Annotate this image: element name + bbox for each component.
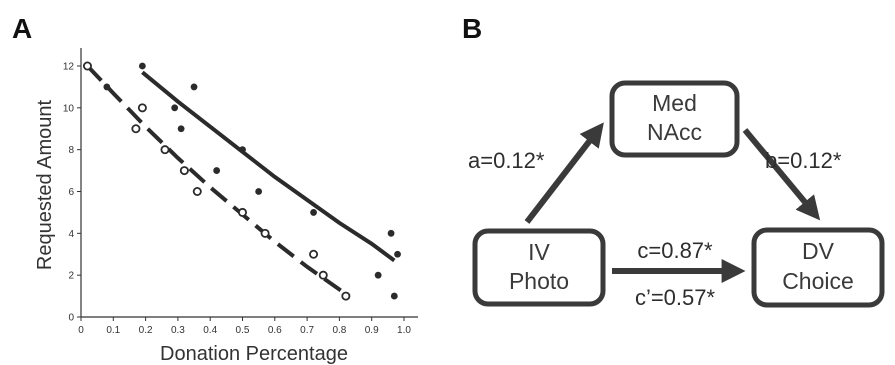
med-nacc-box xyxy=(609,80,740,158)
mediation-diagram: Med NAcc IV Photo DV Choice a=0.12* b=0.… xyxy=(468,80,885,310)
filled-point xyxy=(394,250,401,258)
photo-label: Photo xyxy=(509,268,569,294)
open-point xyxy=(309,249,319,259)
y-ticks: 0 2 4 6 8 10 12 xyxy=(63,62,81,324)
y-tick-label: 8 xyxy=(68,145,74,156)
x-axis-title: Donation Percentage xyxy=(160,343,348,365)
panel-b-label: B xyxy=(462,13,482,44)
open-point xyxy=(318,270,328,280)
x-ticks: 0 0.1 0.2 0.3 0.4 0.5 0.6 0.7 0.8 0.9 1.0 xyxy=(78,317,411,336)
x-tick-label: 0.2 xyxy=(139,325,153,336)
y-tick-label: 10 xyxy=(63,103,75,114)
y-axis-title: Requested Amount xyxy=(34,100,56,271)
filled-point xyxy=(171,104,179,112)
filled-point xyxy=(239,146,246,154)
dv-choice-box xyxy=(751,227,885,308)
x-tick-label: 0.9 xyxy=(365,325,379,336)
iv-photo-box xyxy=(472,228,606,307)
x-tick-label: 1.0 xyxy=(397,325,411,336)
filled-point xyxy=(387,229,395,237)
filled-point xyxy=(374,271,382,279)
filled-point xyxy=(255,188,263,195)
data-points xyxy=(82,61,401,301)
x-tick-label: 0.7 xyxy=(300,325,314,336)
path-b-label: b=0.12* xyxy=(765,148,842,173)
open-point xyxy=(82,61,92,71)
x-tick-label: 0.6 xyxy=(268,325,282,336)
med-label: Med xyxy=(652,90,697,116)
series-2-fit-line xyxy=(86,64,348,296)
path-c-label: c=0.87* xyxy=(637,238,713,263)
y-tick-label: 2 xyxy=(68,271,74,282)
filled-point xyxy=(390,292,398,300)
open-point xyxy=(179,166,189,176)
y-tick-label: 4 xyxy=(68,229,74,240)
nacc-label: NAcc xyxy=(647,119,702,145)
open-point xyxy=(160,145,170,155)
iv-label: IV xyxy=(528,239,550,265)
open-point xyxy=(341,291,351,301)
open-point xyxy=(192,186,202,196)
filled-point xyxy=(310,209,317,216)
filled-point xyxy=(177,125,185,133)
series-1-fit-line xyxy=(141,70,396,263)
path-a-label: a=0.12* xyxy=(468,148,545,173)
dv-label: DV xyxy=(802,238,835,264)
x-tick-label: 0 xyxy=(78,325,84,336)
filled-point xyxy=(138,62,146,70)
y-tick-label: 6 xyxy=(68,187,74,198)
x-tick-label: 0.4 xyxy=(203,325,217,336)
open-point xyxy=(260,228,270,238)
filled-point xyxy=(213,167,221,174)
filled-point xyxy=(103,83,111,91)
arrow-b xyxy=(742,128,821,221)
x-tick-label: 0.3 xyxy=(171,325,185,336)
panel-a-label: A xyxy=(12,13,32,44)
x-tick-label: 0.5 xyxy=(236,325,250,336)
open-point xyxy=(131,124,141,134)
path-c-prime-label: c’=0.57* xyxy=(635,285,716,310)
choice-label: Choice xyxy=(782,268,854,294)
x-tick-label: 0.8 xyxy=(332,325,346,336)
open-point xyxy=(137,103,147,113)
filled-point xyxy=(190,83,198,91)
scatter-chart: 0 2 4 6 8 10 12 0 0.1 0.2 0.3 0.4 0.5 0.6 0.7 0.8 0.9 1.… xyxy=(34,48,418,365)
arrow-a xyxy=(524,122,604,224)
fit-lines xyxy=(86,64,396,296)
y-tick-label: 12 xyxy=(63,62,75,73)
y-tick-label: 0 xyxy=(68,313,74,324)
x-tick-label: 0.1 xyxy=(106,325,120,336)
open-point xyxy=(237,207,247,217)
